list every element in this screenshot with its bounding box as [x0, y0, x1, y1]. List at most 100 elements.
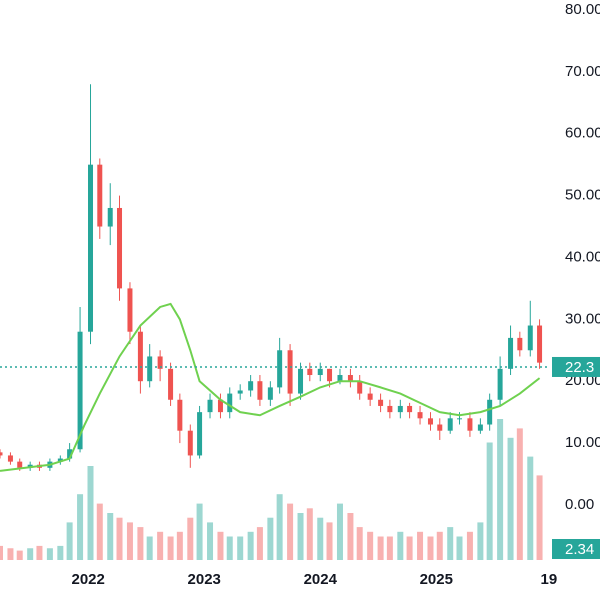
volume-bar	[427, 536, 434, 560]
candle-body	[327, 368, 333, 382]
volume-bar	[287, 503, 294, 560]
volume-bar	[247, 531, 254, 560]
y-tick-label: 40.00	[565, 248, 600, 265]
volume-bar	[397, 531, 404, 560]
candle-body	[397, 405, 403, 413]
x-tick-label: 2025	[420, 571, 453, 588]
volume-bar	[207, 522, 214, 560]
candle-body	[447, 418, 453, 431]
candle-body	[508, 337, 514, 369]
volume-bar	[217, 531, 224, 560]
volume-bar	[36, 545, 43, 560]
volume-bar	[66, 522, 73, 560]
volume-bar	[497, 419, 504, 560]
volume-bar	[157, 531, 164, 560]
candle-body	[517, 337, 523, 351]
volume-bar	[367, 531, 374, 560]
volume-bar	[377, 536, 384, 560]
candle-body	[7, 455, 13, 462]
volume-bar	[477, 522, 484, 560]
volume-bar	[417, 531, 424, 560]
candle-body	[347, 375, 353, 382]
volume-bar	[27, 548, 34, 560]
candle-body	[417, 412, 423, 419]
candle-body	[267, 387, 273, 400]
volume-bar	[126, 522, 133, 560]
last-price-badge	[552, 356, 600, 377]
volume-bar	[107, 513, 114, 560]
candle-body	[248, 381, 254, 391]
candle-body	[0, 452, 3, 456]
candle-body	[217, 399, 223, 413]
y-tick-label: 30.00	[565, 310, 600, 327]
candle-body	[477, 424, 483, 431]
candle-body	[88, 164, 94, 332]
moving-average-line	[0, 302, 541, 472]
last-price-label: 22.3	[565, 359, 594, 376]
x-tick-label: 2024	[304, 571, 338, 588]
volume-bar	[7, 548, 14, 560]
candle-body	[127, 288, 133, 332]
volume-bar	[87, 466, 94, 560]
candle-body	[197, 412, 203, 456]
candle-body	[168, 368, 174, 400]
candle-body	[456, 418, 462, 420]
volume-bar	[46, 548, 53, 560]
volume-bar	[96, 503, 103, 560]
candle-body	[77, 331, 83, 450]
candle-body	[107, 207, 113, 227]
volume-bar	[436, 531, 443, 560]
candle-body	[257, 381, 263, 400]
candle-body	[137, 331, 143, 382]
volume-bar	[237, 536, 244, 560]
volume-bar	[306, 508, 313, 560]
volume-bar	[486, 442, 493, 560]
volume-bar	[527, 456, 534, 560]
volume-bar	[196, 503, 203, 560]
volume-bar	[456, 536, 463, 560]
volume-bar	[187, 517, 194, 560]
last-volume-label: 2.34	[565, 541, 594, 558]
candle-body	[537, 325, 543, 363]
candle-body	[307, 368, 313, 376]
volume-bar	[536, 475, 543, 560]
y-tick-label: 0.00	[565, 496, 594, 513]
candle-body	[317, 368, 323, 376]
candle-body	[287, 350, 293, 394]
candle-body	[337, 375, 343, 382]
volume-bar	[386, 536, 393, 560]
candle-body	[147, 356, 153, 382]
x-tick-label: 2023	[188, 571, 221, 588]
volume-bar	[146, 536, 153, 560]
candle-body	[237, 390, 243, 394]
candle-body	[357, 381, 363, 394]
volume-bar	[176, 531, 183, 560]
candle-body	[427, 418, 433, 425]
candle-body	[57, 458, 63, 462]
x-tick-label: 2022	[71, 571, 104, 588]
candle-body	[277, 350, 283, 388]
candle-body	[207, 399, 213, 413]
volume-bar	[226, 536, 233, 560]
volume-bar	[507, 437, 514, 560]
volume-bar	[276, 494, 283, 560]
volume-bar	[406, 536, 413, 560]
volume-bar	[267, 517, 274, 560]
candle-body	[227, 393, 233, 413]
volume-bar	[356, 527, 363, 560]
y-tick-label: 50.00	[565, 187, 600, 204]
volume-bar	[116, 517, 123, 560]
candle-body	[378, 399, 384, 406]
volume-bar	[516, 428, 523, 560]
volume-bar	[336, 503, 343, 560]
volume-bar	[447, 527, 454, 560]
candle-body	[97, 164, 103, 227]
volume-bar	[16, 550, 23, 560]
candle-body	[467, 418, 473, 431]
candle-body	[17, 461, 23, 468]
candle-body	[387, 405, 393, 413]
volume-bar	[297, 513, 304, 560]
y-tick-label: 70.00	[565, 63, 600, 80]
